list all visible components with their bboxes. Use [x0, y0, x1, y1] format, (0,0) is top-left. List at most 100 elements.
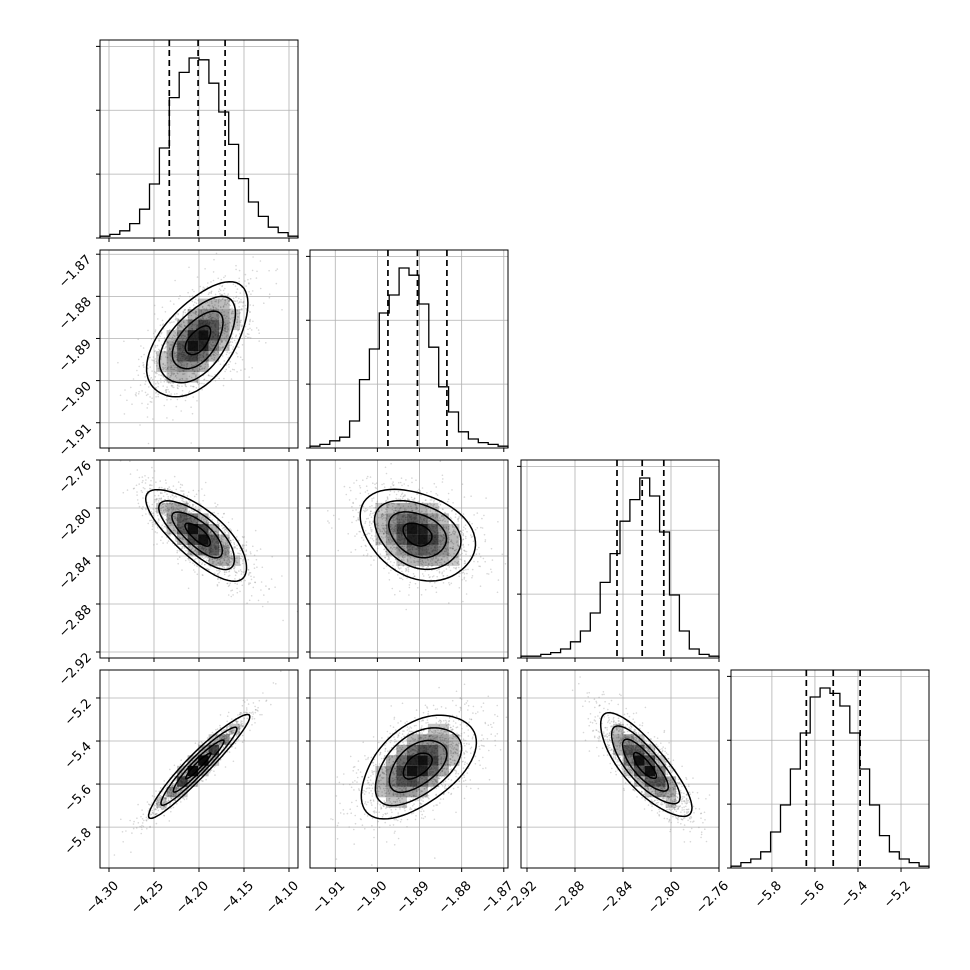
- scatter-point: [236, 312, 238, 315]
- scatter-point: [411, 499, 414, 501]
- scatter-point: [166, 417, 168, 419]
- scatter-point: [457, 544, 459, 547]
- scatter-point: [373, 507, 375, 509]
- scatter-point: [165, 351, 167, 354]
- scatter-point: [214, 379, 217, 382]
- scatter-point: [371, 505, 373, 507]
- scatter-point: [196, 573, 199, 576]
- scatter-point: [224, 302, 226, 304]
- scatter-point: [431, 559, 434, 561]
- scatter-point: [170, 373, 173, 376]
- scatter-point: [160, 509, 162, 512]
- scatter-point: [216, 558, 219, 561]
- scatter-point: [252, 586, 255, 589]
- scatter-point: [195, 550, 198, 553]
- scatter-point: [200, 507, 202, 510]
- scatter-point: [229, 370, 232, 373]
- scatter-point: [168, 347, 171, 350]
- scatter-point: [381, 524, 383, 527]
- scatter-point: [174, 375, 177, 378]
- scatter-point: [222, 297, 224, 300]
- scatter-point: [175, 356, 178, 359]
- scatter-point: [429, 516, 432, 518]
- scatter-point: [391, 524, 393, 526]
- scatter-point: [214, 293, 217, 296]
- scatter-point: [139, 424, 141, 426]
- density-cell: [177, 372, 188, 383]
- scatter-point: [432, 556, 435, 559]
- scatter-point: [210, 355, 212, 357]
- scatter-point: [165, 388, 167, 391]
- scatter-point: [209, 565, 212, 568]
- scatter-point: [210, 316, 213, 319]
- scatter-point: [166, 515, 168, 518]
- scatter-point: [497, 579, 500, 581]
- scatter-point: [197, 489, 200, 492]
- scatter-point: [214, 530, 216, 533]
- scatter-point: [441, 515, 443, 518]
- scatter-point: [438, 564, 441, 567]
- scatter-point: [170, 506, 173, 509]
- scatter-point: [186, 543, 188, 546]
- scatter-point: [461, 531, 463, 534]
- scatter-point: [165, 368, 167, 371]
- scatter-point: [398, 510, 400, 512]
- scatter-point: [168, 532, 170, 535]
- density-cell: [198, 351, 209, 362]
- scatter-point: [215, 300, 217, 303]
- scatter-point: [210, 317, 213, 320]
- y-tick-label: −2.84: [56, 554, 95, 593]
- scatter-point: [174, 355, 176, 358]
- scatter-point: [166, 513, 169, 515]
- scatter-point: [177, 372, 179, 375]
- scatter-point: [225, 529, 227, 531]
- scatter-point: [390, 546, 392, 549]
- scatter-point: [195, 311, 198, 313]
- scatter-point: [398, 508, 401, 510]
- scatter-point: [174, 515, 177, 518]
- scatter-point: [168, 498, 171, 501]
- scatter-point: [394, 507, 397, 510]
- scatter-point: [392, 540, 395, 543]
- scatter-point: [395, 497, 397, 500]
- scatter-point: [388, 579, 391, 581]
- scatter-point: [143, 353, 145, 356]
- scatter-point: [406, 577, 408, 579]
- scatter-point: [385, 550, 387, 553]
- scatter-point: [382, 524, 385, 527]
- scatter-point: [164, 346, 167, 349]
- scatter-point: [459, 530, 461, 532]
- scatter-point: [214, 307, 217, 309]
- scatter-point: [178, 510, 181, 512]
- scatter-point: [413, 498, 416, 500]
- scatter-point: [362, 526, 365, 528]
- scatter-point: [235, 351, 237, 354]
- scatter-point: [413, 560, 415, 562]
- scatter-point: [167, 540, 170, 542]
- scatter-point: [172, 352, 175, 355]
- scatter-point: [462, 529, 464, 531]
- scatter-point: [462, 534, 465, 537]
- scatter-point: [454, 567, 457, 570]
- scatter-point: [221, 561, 224, 564]
- scatter-point: [150, 338, 153, 340]
- scatter-point: [226, 542, 228, 544]
- scatter-point: [391, 520, 393, 522]
- scatter-point: [402, 554, 405, 557]
- scatter-point: [429, 516, 432, 518]
- scatter-point: [184, 509, 187, 511]
- scatter-point: [441, 474, 444, 477]
- scatter-point: [421, 559, 424, 562]
- scatter-point: [162, 363, 164, 366]
- scatter-point: [137, 502, 140, 505]
- scatter-point: [213, 560, 215, 563]
- scatter-point: [389, 523, 392, 526]
- scatter-point: [195, 316, 197, 318]
- scatter-point: [470, 536, 473, 538]
- scatter-point: [226, 315, 228, 318]
- scatter-point: [149, 484, 151, 487]
- scatter-point: [151, 521, 154, 524]
- scatter-point: [143, 366, 145, 368]
- scatter-point: [177, 326, 179, 329]
- scatter-point: [176, 507, 178, 509]
